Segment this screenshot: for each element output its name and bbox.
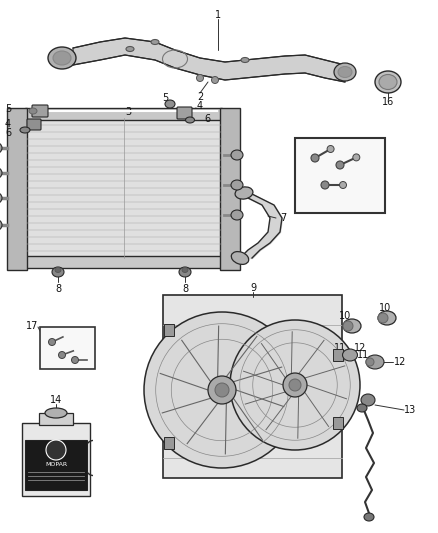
Bar [25,118,222,258]
Circle shape [230,320,360,450]
Bar [7,108,27,270]
Ellipse shape [364,513,374,521]
Bar [164,437,174,449]
Ellipse shape [338,67,352,77]
Ellipse shape [182,268,188,272]
Circle shape [336,161,344,169]
Text: 5: 5 [5,104,11,114]
Ellipse shape [0,142,2,154]
Bar [25,256,222,268]
Text: MOPAR: MOPAR [45,462,67,466]
Ellipse shape [361,394,375,406]
Ellipse shape [126,46,134,52]
Bar [295,138,385,213]
Ellipse shape [375,71,401,93]
Ellipse shape [378,311,396,325]
Circle shape [212,77,219,84]
Ellipse shape [343,349,357,361]
Text: 7: 7 [280,213,286,223]
Bar [25,440,87,490]
Bar [22,423,90,496]
Text: 12: 12 [394,357,406,367]
Ellipse shape [235,187,253,199]
Ellipse shape [379,75,397,90]
Circle shape [378,313,388,323]
Text: 14: 14 [50,395,62,405]
Ellipse shape [165,100,175,108]
Bar [40,327,95,369]
Text: 1: 1 [215,10,221,20]
Text: 4: 4 [5,119,11,129]
Ellipse shape [343,319,361,333]
Ellipse shape [45,408,67,418]
Text: 6: 6 [204,114,210,124]
Text: 2: 2 [197,92,203,102]
Circle shape [343,321,353,331]
Polygon shape [73,38,345,82]
Circle shape [71,357,78,364]
Text: 5: 5 [162,93,168,103]
Ellipse shape [55,268,61,272]
Circle shape [208,376,236,404]
Text: 3: 3 [125,107,131,117]
Bar [164,324,174,336]
Ellipse shape [48,47,76,69]
FancyBboxPatch shape [32,105,48,117]
Bar [220,108,240,270]
Circle shape [311,154,319,162]
Circle shape [327,146,334,152]
Ellipse shape [186,117,194,123]
Circle shape [289,379,301,391]
Ellipse shape [334,63,356,81]
Ellipse shape [53,51,71,65]
Text: 13: 13 [404,405,416,415]
Ellipse shape [29,108,37,114]
Text: 16: 16 [382,97,394,107]
Text: 12: 12 [354,343,366,353]
Text: 10: 10 [379,303,391,313]
Ellipse shape [231,210,243,220]
Text: 11: 11 [357,350,369,360]
Circle shape [353,154,360,161]
Bar [333,349,343,361]
FancyBboxPatch shape [27,119,41,130]
Text: 9: 9 [250,283,256,293]
Ellipse shape [0,167,2,179]
Ellipse shape [20,127,30,133]
FancyBboxPatch shape [177,107,192,119]
Circle shape [49,338,56,345]
Circle shape [197,75,204,82]
Bar [25,108,222,120]
Bar [163,295,342,478]
Ellipse shape [0,219,2,231]
Ellipse shape [0,192,2,204]
Ellipse shape [231,150,243,160]
Text: 8: 8 [182,284,188,294]
Ellipse shape [231,180,243,190]
Ellipse shape [241,58,249,62]
Circle shape [46,440,66,460]
Ellipse shape [231,252,249,264]
Text: M: M [53,447,60,453]
Circle shape [321,181,329,189]
Ellipse shape [179,267,191,277]
Circle shape [339,182,346,189]
Circle shape [366,358,374,366]
Text: 6: 6 [5,128,11,138]
Ellipse shape [366,355,384,369]
Circle shape [215,383,229,397]
Text: 4: 4 [197,101,203,111]
Bar [333,417,343,429]
Ellipse shape [357,404,367,412]
Ellipse shape [151,39,159,44]
Circle shape [59,351,66,359]
Text: 17: 17 [26,321,38,331]
Circle shape [144,312,300,468]
Ellipse shape [52,267,64,277]
Text: 11: 11 [334,343,346,353]
Bar [39,413,73,425]
Text: 8: 8 [55,284,61,294]
Circle shape [283,373,307,397]
Text: 10: 10 [339,311,351,321]
